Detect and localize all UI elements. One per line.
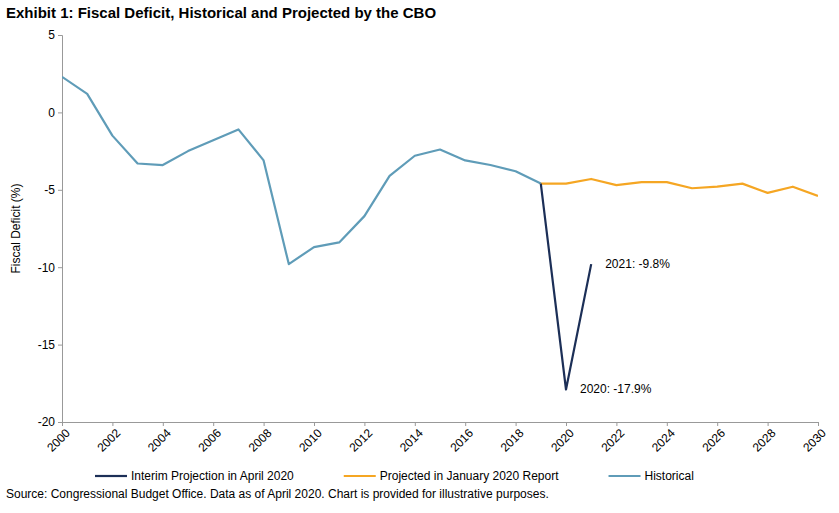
legend-swatch bbox=[95, 475, 127, 477]
y-axis-line bbox=[58, 36, 63, 423]
legend-swatch bbox=[344, 475, 376, 477]
x-tick: 2022 bbox=[599, 422, 628, 455]
x-tick-label: 2008 bbox=[246, 426, 275, 455]
legend-swatch bbox=[609, 475, 641, 477]
plot-area bbox=[62, 77, 818, 390]
title: Exhibit 1: Fiscal Deficit, Historical an… bbox=[6, 4, 436, 21]
y-tick-label: -5 bbox=[44, 183, 55, 197]
x-tick: 2004 bbox=[145, 422, 174, 455]
legend-label: Projected in January 2020 Report bbox=[380, 469, 559, 483]
y-tick: 0 bbox=[48, 106, 62, 120]
x-tick: 2012 bbox=[347, 422, 376, 455]
y-tick-mark bbox=[58, 422, 62, 423]
chart: Exhibit 1: Fiscal Deficit, Historical an… bbox=[0, 0, 839, 513]
y-tick-label: -10 bbox=[38, 261, 56, 275]
annotation: 2021: -9.8% bbox=[605, 257, 670, 271]
x-tick-label: 2002 bbox=[95, 426, 124, 455]
series-line bbox=[541, 184, 591, 390]
y-tick-mark bbox=[58, 190, 62, 191]
y-tick: -20 bbox=[38, 415, 62, 429]
y-axis-title: Fiscal Deficit (%) bbox=[9, 183, 23, 273]
series-line bbox=[62, 77, 541, 264]
x-tick: 2010 bbox=[296, 422, 325, 455]
y-tick-label: -15 bbox=[38, 338, 56, 352]
x-tick-label: 2026 bbox=[699, 426, 728, 455]
source: Source: Congressional Budget Office. Dat… bbox=[6, 487, 549, 501]
legend-label: Interim Projection in April 2020 bbox=[131, 469, 294, 483]
x-tick-label: 2006 bbox=[195, 426, 224, 455]
x-tick-label: 2028 bbox=[750, 426, 779, 455]
y-tick-mark bbox=[58, 345, 62, 346]
y-tick-mark bbox=[58, 267, 62, 268]
x-tick: 2020 bbox=[548, 422, 577, 455]
x-axis: 2000 2002 2004 2006 2008 2010 2012 2014 2016 2018… bbox=[44, 422, 829, 455]
x-tick: 2008 bbox=[246, 422, 275, 455]
x-tick: 2030 bbox=[800, 422, 829, 455]
x-tick: 2006 bbox=[195, 422, 224, 455]
x-tick-label: 2024 bbox=[649, 426, 678, 455]
y-tick-mark bbox=[58, 35, 62, 36]
annotation: 2020: -17.9% bbox=[580, 382, 652, 396]
x-tick: 2014 bbox=[397, 422, 426, 455]
legend-item: Historical bbox=[609, 469, 694, 483]
y-tick: -10 bbox=[38, 261, 62, 275]
x-tick-label: 2030 bbox=[800, 426, 829, 455]
y-axis: -20 -15 -10 -5 0 5 bbox=[38, 28, 63, 429]
series-line bbox=[541, 179, 818, 196]
y-tick-label: 0 bbox=[48, 106, 55, 120]
x-tick-label: 2022 bbox=[599, 426, 628, 455]
y-tick: -15 bbox=[38, 338, 62, 352]
x-axis-line bbox=[63, 423, 819, 427]
x-tick-label: 2020 bbox=[548, 426, 577, 455]
x-tick-label: 2012 bbox=[347, 426, 376, 455]
x-tick: 2018 bbox=[498, 422, 527, 455]
y-tick-mark bbox=[58, 112, 62, 113]
legend-item: Projected in January 2020 Report bbox=[344, 469, 559, 483]
legend-label: Historical bbox=[645, 469, 694, 483]
x-tick-label: 2016 bbox=[447, 426, 476, 455]
x-tick: 2002 bbox=[95, 422, 124, 455]
x-tick: 2028 bbox=[750, 422, 779, 455]
x-tick: 2000 bbox=[44, 422, 73, 455]
x-tick-label: 2004 bbox=[145, 426, 174, 455]
x-tick: 2024 bbox=[649, 422, 678, 455]
y-tick: -5 bbox=[44, 183, 62, 197]
x-tick: 2026 bbox=[699, 422, 728, 455]
y-tick-label: -20 bbox=[38, 415, 56, 429]
x-tick-label: 2000 bbox=[44, 426, 73, 455]
y-tick: 5 bbox=[48, 28, 62, 42]
legend: Interim Projection in April 2020 Projecte… bbox=[95, 469, 694, 483]
x-tick: 2016 bbox=[447, 422, 476, 455]
x-tick-label: 2010 bbox=[296, 426, 325, 455]
y-tick-label: 5 bbox=[48, 28, 55, 42]
legend-item: Interim Projection in April 2020 bbox=[95, 469, 294, 483]
x-tick-label: 2014 bbox=[397, 426, 426, 455]
x-tick-label: 2018 bbox=[498, 426, 527, 455]
